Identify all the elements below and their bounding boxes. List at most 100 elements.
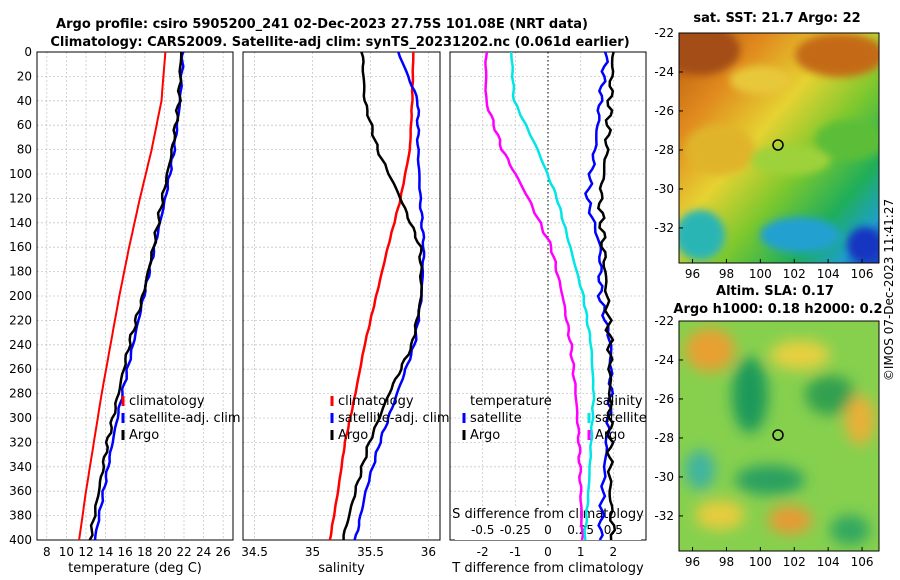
y-tick-label: 120 xyxy=(9,191,32,205)
s-tick-label: 0.5 xyxy=(604,523,623,537)
x-axis-label: salinity xyxy=(318,561,365,576)
x-tick-label: -1 xyxy=(509,545,521,559)
legend-label: climatology xyxy=(129,394,205,409)
x-tick-label: 36 xyxy=(421,545,436,559)
map-x-tick-label: 98 xyxy=(719,267,734,281)
series-line-temperature-argo xyxy=(596,51,617,541)
argo-location-marker-sst xyxy=(772,139,784,151)
y-tick-label: 300 xyxy=(9,411,32,425)
legend-label: satellite xyxy=(595,411,647,426)
x-tick-label: 34.5 xyxy=(241,545,268,559)
sst-heatmap xyxy=(679,33,879,263)
x-tick-label: 26 xyxy=(216,545,231,559)
s-tick-label: 0.25 xyxy=(567,523,594,537)
map-x-tick-label: 106 xyxy=(851,267,874,281)
legend-title-temperature: temperature xyxy=(470,394,552,409)
map-x-tick-label: 106 xyxy=(851,555,874,569)
y-tick-label: 100 xyxy=(9,167,32,181)
y-tick-label: 360 xyxy=(9,484,32,498)
figure-title-line2: Climatology: CARS2009. Satellite-adj cli… xyxy=(50,35,629,50)
map-y-tick-label: -32 xyxy=(654,509,674,523)
y-tick-label: 240 xyxy=(9,338,32,352)
temperature-panel: 8 10 12 14 16 18 20 22 24 26 temperature (deg C) 0 2… xyxy=(9,45,241,576)
s-tick-label: -0.25 xyxy=(500,523,531,537)
y-tick-label: 340 xyxy=(9,460,32,474)
legend-label: satellite-adj. clim xyxy=(338,411,450,426)
y-tick-label: 260 xyxy=(9,362,32,376)
x-tick-label: 22 xyxy=(176,545,191,559)
map-x-tick-label: 98 xyxy=(719,555,734,569)
sst-map-panel: sat. SST: 21.7 Argo: 22 96 98 100 102 104 106… xyxy=(654,11,880,281)
series-line-climatology xyxy=(78,51,167,541)
map-y-tick-label: -22 xyxy=(654,26,674,40)
legend-label: Argo xyxy=(338,428,368,443)
map-y-tick-label: -24 xyxy=(654,65,674,79)
series-line-argo xyxy=(342,51,424,540)
series-line-satellite-adj-clim xyxy=(93,51,185,541)
argo-location-marker-altimetry xyxy=(772,429,784,441)
x-tick-label: 18 xyxy=(137,545,152,559)
map-x-tick-label: 104 xyxy=(817,555,840,569)
series-line-argo xyxy=(88,51,183,541)
s-tick-label: 0 xyxy=(544,523,552,537)
y-tick-label: 160 xyxy=(9,240,32,254)
legend-label: Argo xyxy=(595,428,625,443)
map-y-tick-label: -30 xyxy=(654,470,674,484)
legend-label: Argo xyxy=(470,428,500,443)
series-line-temperature-satellite xyxy=(484,51,585,541)
x-axis-label: T difference from climatology xyxy=(451,561,644,576)
x-tick-label: -2 xyxy=(477,545,489,559)
y-tick-label: 20 xyxy=(17,69,32,83)
series-line-satellite-adj-clim xyxy=(353,51,426,541)
altimetry-title-line1: Altim. SLA: 0.17 xyxy=(716,284,834,299)
x-tick-label: 35 xyxy=(305,545,320,559)
map-x-tick-label: 100 xyxy=(749,555,772,569)
y-tick-label: 400 xyxy=(9,533,32,547)
imos-credit: ©IMOS 07-Dec-2023 11:41:27 xyxy=(882,199,896,381)
salinity-panel: 34.5 35 35.5 36 salinity climatology satellite… xyxy=(241,51,450,576)
x-axis-label: temperature (deg C) xyxy=(68,561,202,576)
altimetry-heatmap xyxy=(679,321,879,551)
y-tick-label: 280 xyxy=(9,387,32,401)
y-tick-label: 200 xyxy=(9,289,32,303)
x-tick-label: 8 xyxy=(43,545,51,559)
s-difference-label: S difference from climatology xyxy=(452,507,644,522)
axes-frame xyxy=(242,51,441,541)
y-tick-label: 180 xyxy=(9,265,32,279)
map-y-tick-label: -22 xyxy=(654,314,674,328)
series-line-climatology xyxy=(328,52,415,541)
y-tick-label: 380 xyxy=(9,509,32,523)
x-tick-label: 10 xyxy=(59,545,74,559)
y-tick-label: 0 xyxy=(24,45,32,59)
axes-frame xyxy=(36,51,234,541)
y-tick-label: 140 xyxy=(9,216,32,230)
sst-map-title: sat. SST: 21.7 Argo: 22 xyxy=(693,11,860,26)
figure-title-line1: Argo profile: csiro 5905200_241 02-Dec-2… xyxy=(56,17,588,32)
s-tick-label: -0.5 xyxy=(471,523,494,537)
map-y-tick-label: -28 xyxy=(654,143,674,157)
y-tick-label: 320 xyxy=(9,435,32,449)
legend-label: climatology xyxy=(338,394,414,409)
altimetry-map-panel: Altim. SLA: 0.17 Argo h1000: 0.18 h2000:… xyxy=(654,284,882,569)
x-tick-label: 16 xyxy=(118,545,133,559)
x-tick-label: 24 xyxy=(196,545,211,559)
map-y-tick-label: -28 xyxy=(654,431,674,445)
legend-label: Argo xyxy=(129,428,159,443)
x-tick-label: 14 xyxy=(98,545,113,559)
legend-label: satellite-adj. clim xyxy=(129,411,241,426)
y-tick-label: 220 xyxy=(9,313,32,327)
map-x-tick-label: 102 xyxy=(783,267,806,281)
x-tick-label: 35.5 xyxy=(357,545,384,559)
x-tick-label: 20 xyxy=(157,545,172,559)
y-tick-label: 60 xyxy=(17,118,32,132)
legend-title-salinity: salinity xyxy=(596,394,643,409)
y-tick-label: 80 xyxy=(17,143,32,157)
x-tick-label: 12 xyxy=(78,545,93,559)
map-y-tick-label: -26 xyxy=(654,392,674,406)
series-line-salinity-satellite xyxy=(510,52,596,541)
map-x-tick-label: 96 xyxy=(685,267,700,281)
altimetry-title-line2: Argo h1000: 0.18 h2000: 0.2 xyxy=(673,302,882,317)
x-tick-label: 2 xyxy=(610,545,618,559)
x-tick-label: 0 xyxy=(544,545,552,559)
